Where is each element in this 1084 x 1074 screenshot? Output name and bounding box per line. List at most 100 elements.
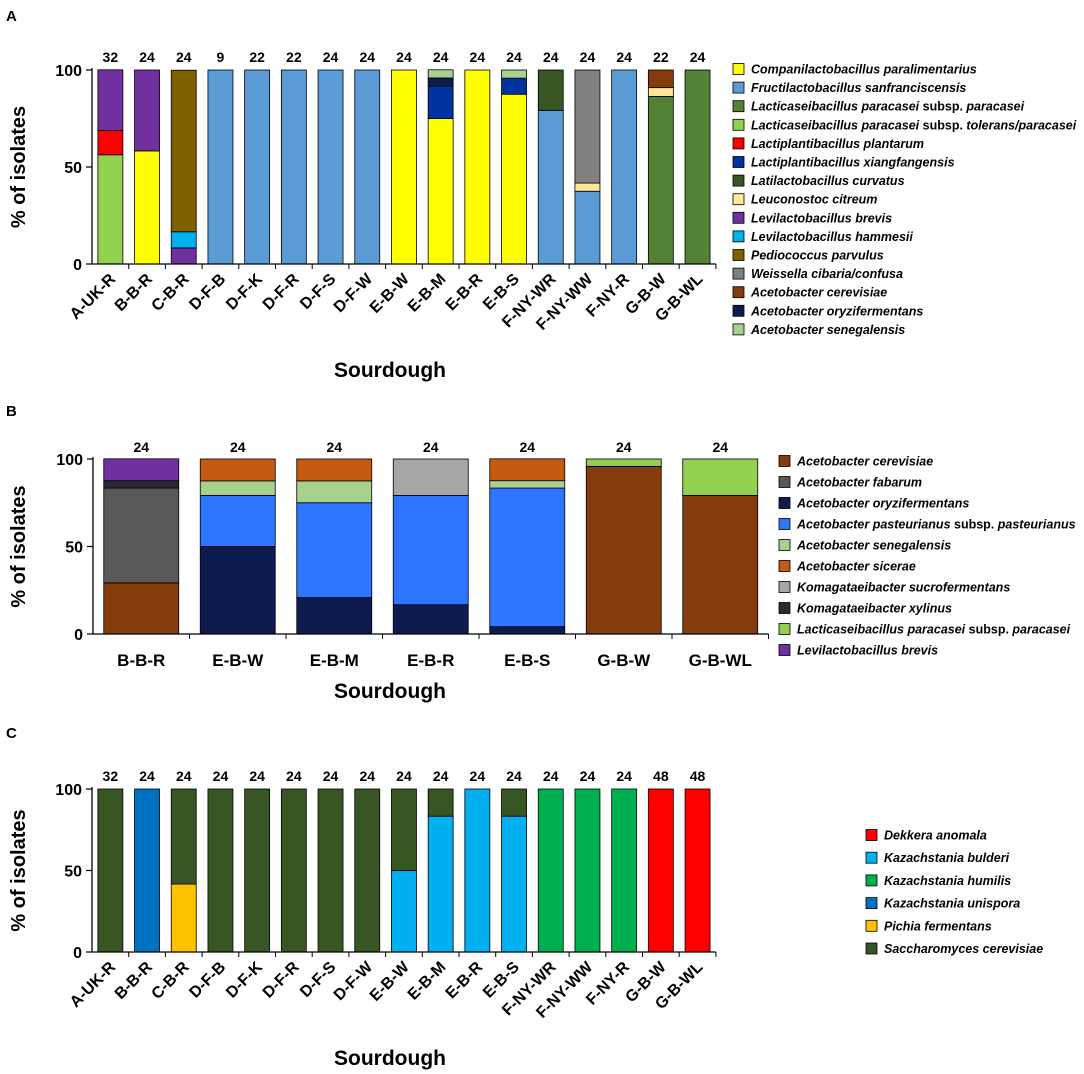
y-tick-label: 100 [56,452,83,469]
bar-segment-e-b-w-saccharomyces-cerevisiae [391,788,417,871]
legend-label-latilactobacillus-curvatus: Latilactobacillus curvatus [751,174,905,188]
legend-label-dekkera-anomala: Dekkera anomala [884,829,987,843]
legend-swatch-saccharomyces-cerevisiae [865,942,878,955]
count-label-g-b-w: 24 [616,439,632,455]
legend-label-saccharomyces-cerevisiae: Saccharomyces cerevisiae [884,942,1043,956]
panel-a: A 0 50 100 32 A-UK-R 24 B-B-R 24 C-B-R 9 D-F-B 22 D-F… [6,8,1077,382]
legend-label-komagataeibacter-sucrofermentans: Komagataeibacter sucrofermentans [797,581,1010,595]
x-tick-label-d-f-b: D-F-B [186,959,229,1002]
count-label-a-uk-r: 32 [103,49,119,65]
count-label-g-b-w: 48 [653,768,669,784]
bar-segment-e-b-r-acetobacter-pasteurianus-subsp-pasteurianus [392,494,469,606]
legend-swatch-kazachstania-humilis [865,874,878,887]
x-tick-label-a-uk-r: A-UK-R [67,958,120,1011]
legend-label-acetobacter-pasteurianus-subsp-pasteurianus: Acetobacter pasteurianus subsp. pasteuri… [796,518,1076,532]
x-tick-label-c-b-r: C-B-R [149,958,193,1002]
x-tick-label-d-f-w: D-F-W [331,958,377,1004]
y-tick-label: 100 [55,63,82,80]
count-label-g-b-wl: 48 [690,768,706,784]
bar-segment-g-b-w-acetobacter-cerevisiae [647,69,674,89]
count-label-e-b-w: 24 [396,49,412,65]
bar-segment-e-b-s-companilactobacillus-paralimentarius [501,93,527,265]
legend-label-levilactobacillus-hammesii: Levilactobacillus hammesii [751,230,913,244]
bar-segment-f-ny-wr-kazachstania-humilis [537,788,564,953]
legend-label-acetobacter-senegalensis: Acetobacter senegalensis [796,539,951,553]
bar-segment-g-b-w-lacticaseibacillus-paracasei-subsp-paracasei [585,458,662,467]
x-tick-label-e-b-w: E-B-W [367,270,414,317]
count-label-e-b-m: 24 [326,439,342,455]
legend-swatch-acetobacter-cerevisiae [778,455,791,467]
panel-b: B 0 50 100 24 B-B-R 24 E-B-W 24 E-B-M 24 E-B-R 24 E-B… [6,403,1076,703]
legend-label-acetobacter-sicerae: Acetobacter sicerae [796,560,916,574]
count-label-e-b-r: 24 [470,49,486,65]
bar-segment-d-f-s-saccharomyces-cerevisiae [317,788,344,953]
x-tick-label-d-f-r: D-F-R [260,270,303,313]
x-tick-label-d-f-r: D-F-R [260,958,303,1001]
bar-segment-e-b-m-acetobacter-senegalensis [427,69,454,79]
legend-swatch-acetobacter-fabarum [778,476,791,488]
count-label-e-b-w: 24 [396,768,412,784]
bar-segment-c-b-r-saccharomyces-cerevisiae [170,788,197,885]
y-axis-title: % of isolates [8,485,30,607]
bar-segment-e-b-s-kazachstania-bulderi [501,815,527,953]
bar-segment-e-b-m-saccharomyces-cerevisiae [427,788,454,817]
x-tick-label-e-b-w: E-B-W [212,651,264,670]
legend-swatch-kazachstania-unispora [865,897,878,909]
x-tick-label-b-b-r: B-B-R [117,651,165,670]
bar-segment-e-b-m-lactiplantibacillus-xiangfangensis [427,85,454,119]
legend-label-levilactobacillus-brevis: Levilactobacillus brevis [797,644,938,658]
bar-segment-e-b-w-companilactobacillus-paralimentarius [391,69,417,265]
count-label-f-ny-ww: 24 [580,49,596,65]
bar-segment-a-uk-r-saccharomyces-cerevisiae [97,788,124,953]
x-tick-label-e-b-r: E-B-R [407,651,454,670]
bar-segment-e-b-s-acetobacter-pasteurianus-subsp-pasteurianus [489,487,566,628]
legend-swatch-acetobacter-sicerae [778,560,791,572]
legend-swatch-pichia-fermentans [865,919,878,932]
x-axis-title: Sourdough [334,680,446,703]
bar-segment-g-b-wl-lacticaseibacillus-paracasei-subsp-paracasei [684,69,711,265]
bar-segment-e-b-r-acetobacter-oryzifermentans [392,604,469,635]
bar-segment-f-ny-ww-weissella-cibaria-confusa [574,69,601,184]
legend-swatch-acetobacter-oryzifermentans [732,304,745,317]
x-tick-label-e-b-w: E-B-W [367,958,414,1005]
count-label-d-f-r: 24 [286,768,302,784]
legend-swatch-acetobacter-pasteurianus-subsp-pasteurianus [778,518,791,530]
y-tick-label: 0 [73,945,82,962]
legend-label-lactiplantibacillus-xiangfangensis: Lactiplantibacillus xiangfangensis [751,156,955,170]
bar-segment-g-b-w-lacticaseibacillus-paracasei-subsp-paracasei [647,95,674,265]
x-tick-label-e-b-s: E-B-S [504,651,550,670]
count-label-e-b-s: 24 [519,439,535,455]
legend-swatch-kazachstania-bulderi [865,851,878,864]
legend-swatch-komagataeibacter-xylinus [778,602,791,614]
bar-segment-f-ny-r-kazachstania-humilis [611,788,638,953]
legend-label-levilactobacillus-brevis: Levilactobacillus brevis [751,211,892,225]
count-label-e-b-s: 24 [506,49,522,65]
count-label-e-b-m: 24 [433,768,449,784]
count-label-d-f-b: 9 [217,49,225,65]
bar-segment-e-b-w-acetobacter-senegalensis [199,480,276,496]
x-tick-label-d-f-k: D-F-K [223,958,266,1001]
legend-swatch-leuconostoc-citreum [732,193,745,206]
y-tick-label: 100 [55,782,82,799]
panel-letter: B [6,403,17,420]
count-label-d-f-s: 24 [323,768,339,784]
bar-segment-b-b-r-levilactobacillus-brevis [103,458,180,482]
bar-segment-d-f-k-saccharomyces-cerevisiae [244,788,271,953]
bar-segment-g-b-w-dekkera-anomala [647,788,674,953]
bar-segment-c-b-r-pichia-fermentans [170,883,197,953]
legend-label-weissella-cibaria-confusa: Weissella cibaria/confusa [751,267,903,281]
bar-segment-e-b-w-acetobacter-pasteurianus-subsp-pasteurianus [199,494,276,547]
bar-segment-d-f-r-fructilactobacillus-sanfranciscensis [280,69,307,265]
panel-letter: C [6,725,17,742]
bar-segment-e-b-m-acetobacter-senegalensis [296,480,373,504]
bar-segment-d-f-s-fructilactobacillus-sanfranciscensis [317,69,344,265]
bar-segment-d-f-b-saccharomyces-cerevisiae [207,788,234,953]
bar-segment-g-b-w-acetobacter-cerevisiae [585,465,662,635]
legend-label-companilactobacillus-paralimentarius: Companilactobacillus paralimentarius [751,63,977,77]
count-label-d-f-r: 22 [286,49,302,65]
x-tick-label-b-b-r: B-B-R [112,958,156,1002]
y-tick-label: 0 [74,627,83,644]
count-label-d-f-k: 24 [249,768,265,784]
bar-segment-e-b-s-lactiplantibacillus-xiangfangensis [501,77,527,95]
